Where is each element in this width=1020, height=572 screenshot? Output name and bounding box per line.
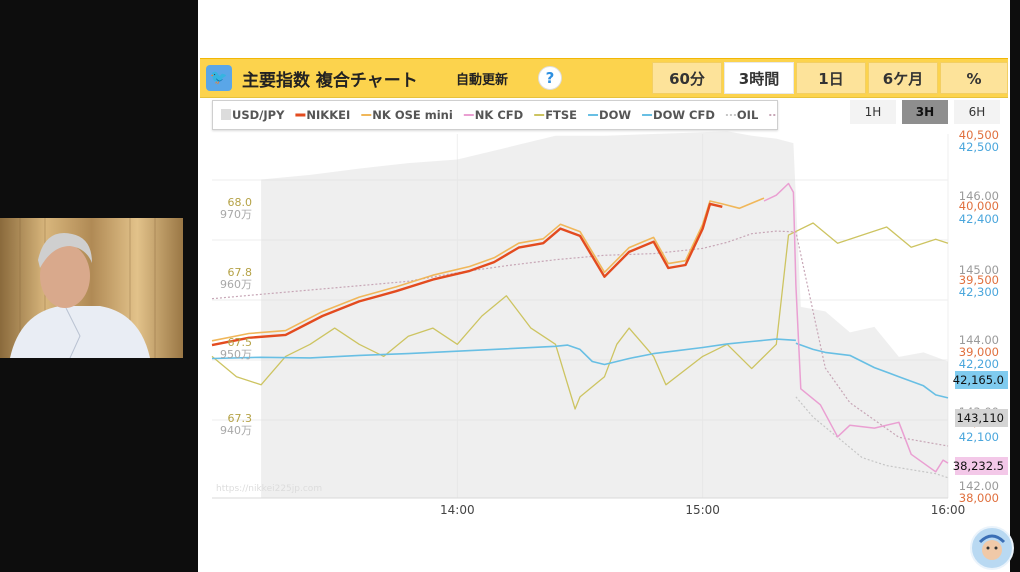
left-axis-btc-tick: 940万 <box>220 424 252 437</box>
right-axis-dow-tick: 42,400 <box>959 212 999 226</box>
chart-legend: USD/JPY NIKKEI NK OSE mini NK CFD FTSE DOW DOW… <box>212 100 831 130</box>
gridlines <box>212 134 949 498</box>
left-axis-oil-tick: 67.8 <box>228 266 253 279</box>
help-icon[interactable]: ? <box>538 66 562 90</box>
x-tick-label: 14:00 <box>440 503 475 517</box>
tab-6months[interactable]: 6ケ月 <box>868 62 938 94</box>
right-axis-usdjpy-tick: 146.00 <box>959 189 999 203</box>
legend-label: OIL <box>737 108 759 122</box>
right-axis-nikkei-tick: 39,000 <box>959 345 999 359</box>
chart-title: 主要指数 複合チャート <box>242 71 418 91</box>
range-6h-button[interactable]: 6H <box>954 100 1000 124</box>
series-nikkei-line <box>211 202 723 347</box>
legend-label: NK CFD <box>475 108 523 122</box>
value-tag: 143,110 <box>955 409 1008 427</box>
tab-1day[interactable]: 1日 <box>796 62 866 94</box>
legend-label: DOW CFD <box>653 108 715 122</box>
legend-label: DOW <box>599 108 631 122</box>
legend-item-ftse: FTSE <box>534 108 577 122</box>
legend-item-oil: OIL <box>725 108 759 122</box>
series-nk-cfd-line <box>763 182 949 473</box>
legend-item-nk-cfd: NK CFD <box>463 108 523 122</box>
range-3h-button[interactable]: 3H <box>902 100 948 124</box>
chart-header: 🐦 主要指数 複合チャート 自動更新 ? 60分 3時間 1日 6ケ月 % <box>200 58 1008 98</box>
tab-percent[interactable]: % <box>940 62 1008 94</box>
legend-swatch <box>221 109 231 120</box>
right-axis-nikkei-tick: 40,000 <box>959 199 999 213</box>
right-axis-dow-tick: 42,500 <box>959 140 999 154</box>
tab-3hours[interactable]: 3時間 <box>724 62 794 94</box>
right-axis-nikkei-tick: 39,500 <box>959 273 999 287</box>
left-axis-oil-tick: 68.0 <box>228 196 253 209</box>
legend-item-dow: DOW <box>588 108 631 122</box>
legend-item-btc-jpy: BTC/JPY <box>769 108 831 122</box>
left-axis-oil-tick: 67.5 <box>228 336 253 349</box>
value-tag-box <box>955 457 1008 475</box>
legend-item-nk-ose-mini: NK OSE mini <box>361 108 453 122</box>
right-axis-dow-tick: 42,300 <box>959 285 999 299</box>
webcam-video <box>0 218 183 358</box>
right-axis-nikkei-tick: 40,500 <box>959 130 999 142</box>
legend-items: USD/JPY NIKKEI NK OSE mini NK CFD FTSE DOW DOW… <box>221 108 831 122</box>
value-tag: 38,232.5 <box>953 457 1008 475</box>
value-tag: 42,165.0 <box>953 371 1008 389</box>
value-tag-box <box>955 409 1008 427</box>
auto-update-toggle[interactable]: 自動更新 <box>456 73 509 88</box>
series-btc-jpy-line <box>211 230 949 447</box>
series-dow-line <box>211 338 796 366</box>
channel-avatar <box>970 526 1014 570</box>
legend-label: NIKKEI <box>306 108 350 122</box>
series-ftse-line <box>211 222 949 410</box>
range-1h-button[interactable]: 1H <box>850 100 896 124</box>
chart-watermark: https://nikkei225jp.com <box>216 484 322 494</box>
chart-plot-area: https://nikkei225jp.com68.067.867.567.39… <box>211 130 1008 517</box>
series-dow-cfd-line <box>795 342 949 399</box>
left-axis-btc-tick: 950万 <box>220 348 252 361</box>
right-axis-dow-tick: 42,200 <box>959 357 999 371</box>
legend-item-usd-jpy: USD/JPY <box>221 108 285 122</box>
value-tag-label: 38,232.5 <box>953 459 1004 473</box>
chart-panel: 🐦 主要指数 複合チャート 自動更新 ? 60分 3時間 1日 6ケ月 % US… <box>198 0 1010 572</box>
right-axis-usdjpy-tick: 145.00 <box>959 263 999 277</box>
right-axis-dow-tick: 42,100 <box>959 430 999 444</box>
tab-60min[interactable]: 60分 <box>652 62 722 94</box>
legend-label: FTSE <box>545 108 577 122</box>
left-axis-btc-tick: 960万 <box>220 278 252 291</box>
left-axis-oil-tick: 67.3 <box>228 412 253 425</box>
legend-item-dow-cfd: DOW CFD <box>642 108 715 122</box>
value-tag-box <box>955 371 1008 389</box>
presenter-image <box>0 218 183 358</box>
x-tick-label: 16:00 <box>931 503 966 517</box>
right-axis-usdjpy-tick: 144.00 <box>959 333 999 347</box>
x-tick-label: 15:00 <box>685 503 720 517</box>
value-tag-label: 42,165.0 <box>953 373 1004 387</box>
plot-background <box>212 134 948 498</box>
right-axis-usdjpy-tick: 142.00 <box>959 479 999 493</box>
channel-logo-icon <box>978 534 1006 560</box>
series-usd-jpy-area <box>261 131 948 499</box>
left-axis-btc-tick: 970万 <box>220 208 252 221</box>
series-oil-line <box>795 396 949 479</box>
right-axis-nikkei-tick: 38,000 <box>959 491 999 505</box>
legend-label: NK OSE mini <box>372 108 453 122</box>
legend-item-nikkei: NIKKEI <box>295 108 350 122</box>
legend-label: USD/JPY <box>232 108 285 122</box>
value-tag-label: 143,110 <box>956 411 1004 425</box>
twitter-icon[interactable]: 🐦 <box>206 65 232 91</box>
